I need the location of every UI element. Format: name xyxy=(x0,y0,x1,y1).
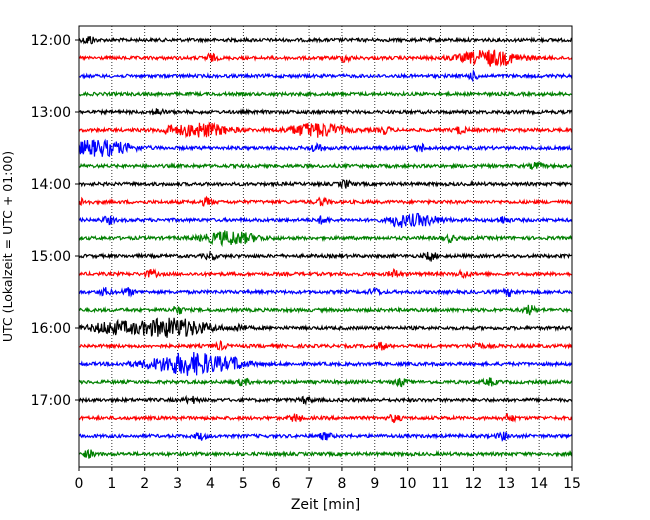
y-tick-label: 14:00 xyxy=(31,177,71,193)
x-tick-label: 8 xyxy=(337,476,346,492)
y-tick-label: 13:00 xyxy=(31,105,71,121)
x-tick-label: 3 xyxy=(173,476,182,492)
plot-frame xyxy=(78,25,573,468)
x-tick-label: 11 xyxy=(432,476,450,492)
x-axis-ticks: 0 1 2 3 4 5 6 7 8 9 10 11 12 13 14 15 xyxy=(75,467,581,492)
y-axis-label: UTC (Lokalzeit = UTC + 01:00) xyxy=(0,151,15,342)
x-tick-label: 15 xyxy=(563,476,581,492)
trace-line xyxy=(78,394,573,406)
trace-line xyxy=(78,68,573,83)
x-tick-label: 1 xyxy=(107,476,116,492)
trace-line xyxy=(78,286,573,298)
trace-line xyxy=(78,431,573,442)
x-tick-label: 13 xyxy=(497,476,515,492)
x-tick-label: 14 xyxy=(530,476,548,492)
trace-line xyxy=(78,412,573,424)
trace-line xyxy=(78,212,573,228)
x-tick-label: 12 xyxy=(464,476,482,492)
x-tick-label: 9 xyxy=(370,476,379,492)
trace-line xyxy=(78,340,573,351)
y-tick-label: 16:00 xyxy=(31,321,71,337)
trace-line xyxy=(78,448,573,459)
trace-line xyxy=(78,352,573,376)
trace-line xyxy=(78,230,573,248)
trace-line xyxy=(78,304,573,316)
trace-line xyxy=(78,161,573,170)
y-axis-ticks: 12:00 13:00 14:00 15:00 16:00 17:00 xyxy=(31,33,79,409)
x-tick-label: 2 xyxy=(140,476,149,492)
trace-line xyxy=(78,138,573,158)
x-tick-label: 6 xyxy=(272,476,281,492)
trace-line xyxy=(78,377,573,388)
trace-line xyxy=(78,317,573,338)
x-tick-label: 5 xyxy=(239,476,248,492)
x-tick-label: 0 xyxy=(75,476,84,492)
trace-line xyxy=(78,90,573,98)
trace-line xyxy=(78,195,573,207)
trace-line xyxy=(78,49,573,68)
x-tick-label: 10 xyxy=(399,476,417,492)
trace-line xyxy=(78,121,573,139)
trace-line xyxy=(78,107,573,116)
x-tick-label: 4 xyxy=(206,476,215,492)
x-tick-label: 7 xyxy=(305,476,314,492)
trace-group xyxy=(78,35,573,459)
trace-line xyxy=(78,179,573,189)
y-tick-label: 12:00 xyxy=(31,33,71,49)
x-axis-label: Zeit [min] xyxy=(291,497,360,513)
trace-line xyxy=(78,35,573,45)
y-tick-label: 17:00 xyxy=(31,393,71,409)
y-tick-label: 15:00 xyxy=(31,249,71,265)
trace-line xyxy=(78,250,573,262)
trace-line xyxy=(78,267,573,280)
